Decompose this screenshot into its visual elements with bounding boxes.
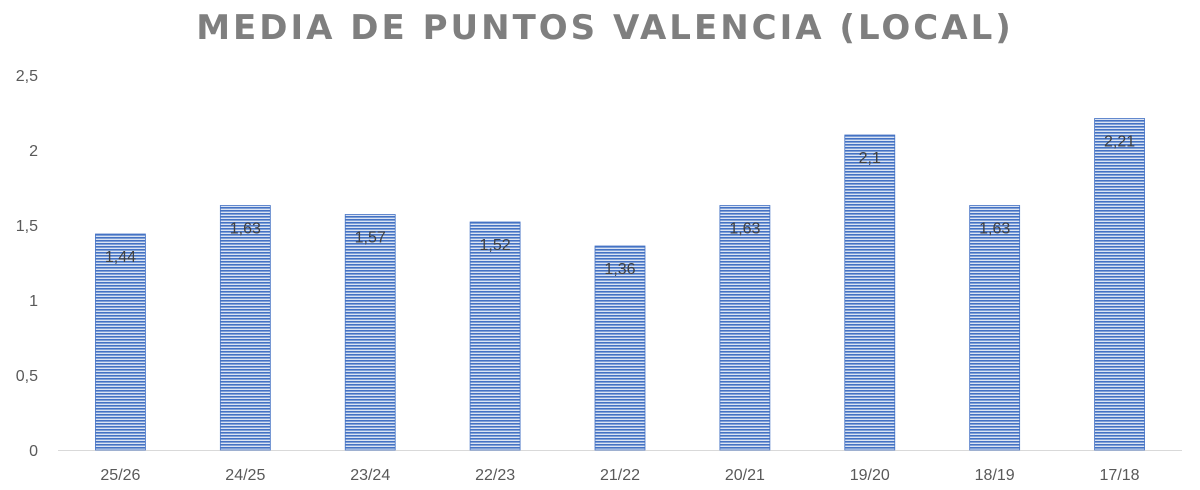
x-tick-label: 20/21 [725,467,765,484]
data-label: 1,63 [729,221,760,238]
data-label: 1,57 [355,230,386,247]
x-tick-label: 23/24 [350,467,390,484]
x-tick-label: 17/18 [1100,467,1140,484]
bar-21-22 [594,245,646,451]
y-tick-label: 1 [29,293,38,310]
x-axis-ticks: 25/26 24/25 23/24 22/23 21/22 20/21 19/20 18/19… [100,467,1139,484]
x-tick-label: 18/19 [975,467,1015,484]
y-tick-label: 0 [29,443,38,460]
bar-19-20 [844,134,896,451]
bar-17-18 [1094,118,1145,451]
y-tick-label: 0,5 [16,368,38,385]
data-label: 1,44 [105,249,136,266]
bar-23-24 [344,214,396,451]
data-label: 1,63 [230,221,261,238]
y-tick-label: 2 [29,143,38,160]
bar-22-23 [469,221,521,451]
data-label: 1,36 [604,261,635,278]
y-tick-label: 2,5 [16,68,38,85]
x-tick-label: 21/22 [600,467,640,484]
data-label: 1,52 [480,237,511,254]
bar-24-25 [219,205,271,451]
bar-20-21 [719,205,771,451]
bar-25-26 [95,233,146,451]
y-tick-label: 1,5 [16,218,38,235]
data-label: 2,21 [1104,134,1135,151]
data-label: 2,1 [859,150,881,167]
x-tick-label: 24/25 [225,467,265,484]
x-tick-label: 25/26 [100,467,140,484]
bars [95,118,1145,451]
data-label: 1,63 [979,221,1010,238]
bar-18-19 [969,205,1021,451]
data-labels: 1,44 1,63 1,57 1,52 1,36 1,63 2,1 1,63 2,21 [105,134,1135,279]
x-tick-label: 22/23 [475,467,515,484]
chart-title: MEDIA DE PUNTOS VALENCIA (LOCAL) [196,8,1014,48]
x-tick-label: 19/20 [850,467,890,484]
y-axis-ticks: 0 0,5 1 1,5 2 2,5 [16,68,38,460]
